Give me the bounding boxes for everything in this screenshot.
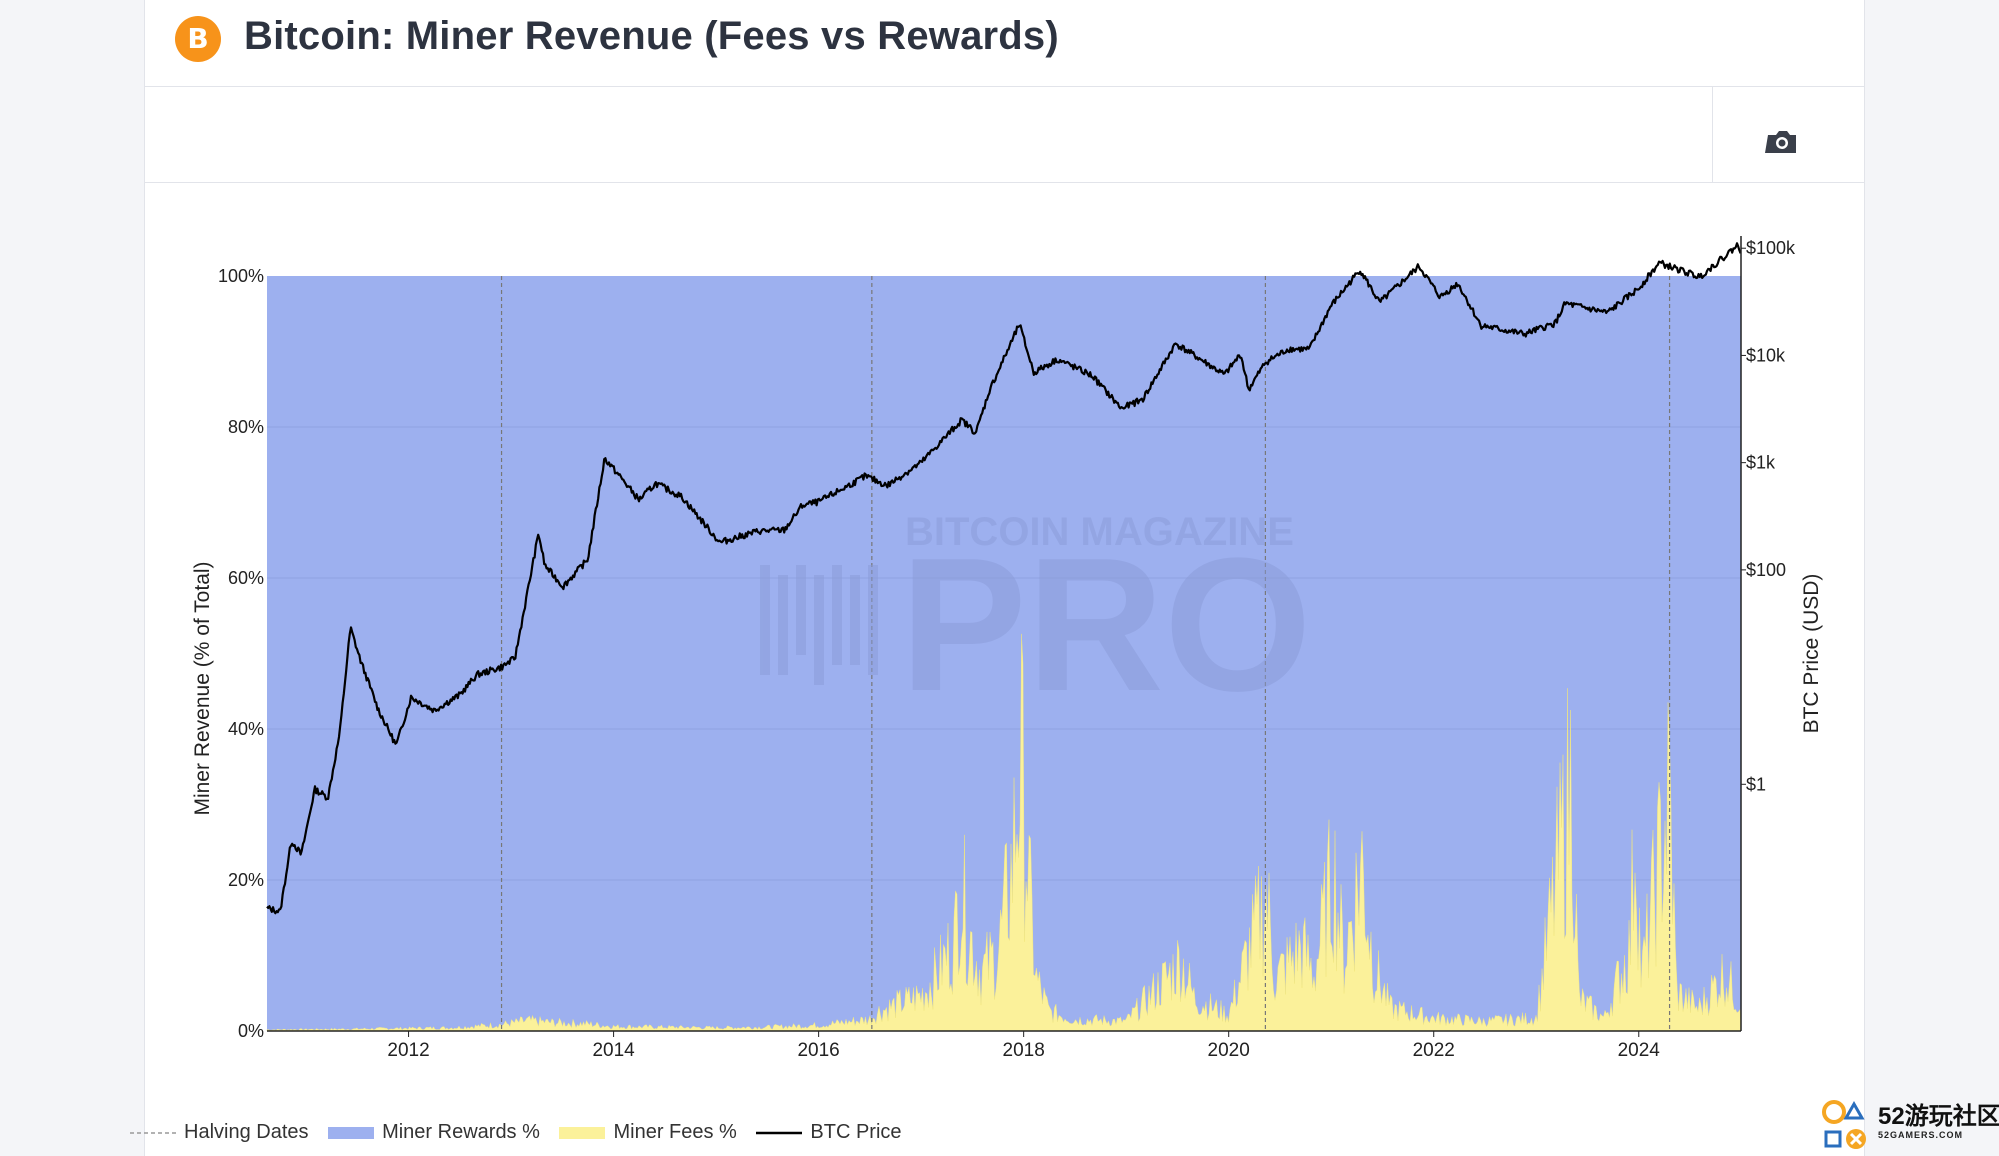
y-right-tick-label: $10k xyxy=(1746,345,1786,365)
legend-item-rewards[interactable]: Miner Rewards % xyxy=(328,1121,540,1144)
x-tick-label: 2012 xyxy=(387,1040,429,1061)
watermark-bar xyxy=(814,575,824,685)
watermark-bar xyxy=(778,575,788,675)
legend-item-fees[interactable]: Miner Fees % xyxy=(559,1121,737,1144)
miner-fees-area xyxy=(266,633,1742,1032)
y-left-tick-label: 20% xyxy=(228,870,264,890)
legend-swatch-fees xyxy=(559,1126,606,1139)
legend-label-price: BTC Price xyxy=(810,1121,902,1144)
axes: 2012 2014 2016 2018 2020 2022 2024 0% 20% 40% 60% 8… xyxy=(191,236,1823,1061)
game-controller-logo-icon xyxy=(1822,1100,1866,1149)
x-tick-label: 2014 xyxy=(592,1040,635,1061)
legend-swatch-price xyxy=(756,1131,803,1135)
bitcoin-logo-icon: B xyxy=(175,16,221,62)
plot-area xyxy=(266,242,1742,1032)
y-left-tick-label: 100% xyxy=(218,266,264,286)
y-right-tick-label: $1 xyxy=(1746,774,1766,794)
watermark-bar xyxy=(796,565,806,655)
toolbar-divider xyxy=(1712,87,1713,182)
x-tick-label: 2020 xyxy=(1208,1040,1250,1061)
y-right-tick-label: $1k xyxy=(1746,453,1776,473)
legend-item-price[interactable]: BTC Price xyxy=(756,1121,902,1144)
camera-button[interactable] xyxy=(1765,127,1799,157)
watermark-bar xyxy=(868,565,878,675)
chart-toolbar xyxy=(145,87,1864,183)
watermark-bar xyxy=(850,575,860,665)
legend-item-halving[interactable]: Halving Dates xyxy=(130,1121,309,1144)
legend-swatch-halving xyxy=(130,1132,176,1134)
legend-label-halving: Halving Dates xyxy=(184,1121,309,1144)
x-tick-label: 2022 xyxy=(1413,1040,1455,1061)
y-left-tick-label: 0% xyxy=(238,1021,264,1041)
camera-icon xyxy=(1765,131,1796,153)
watermark-bar xyxy=(760,565,770,675)
x-tick-label: 2018 xyxy=(1003,1040,1045,1061)
legend: Halving Dates Miner Rewards % Miner Fees… xyxy=(130,1121,916,1151)
legend-label-fees: Miner Fees % xyxy=(613,1121,737,1144)
legend-swatch-rewards xyxy=(328,1126,375,1139)
x-tick-label: 2024 xyxy=(1618,1040,1661,1061)
y-right-tick-label: $100 xyxy=(1746,560,1786,580)
corner-text-main: 52游玩社区 xyxy=(1878,1103,1999,1130)
legend-label-rewards: Miner Rewards % xyxy=(382,1121,540,1144)
y-left-tick-label: 80% xyxy=(228,417,264,437)
watermark-bar xyxy=(832,565,842,665)
chart-header: B Bitcoin: Miner Revenue (Fees vs Reward… xyxy=(145,0,1864,87)
watermark-text-top: BITCOIN MAGAZINE xyxy=(905,510,1294,554)
corner-text-url: 52GAMERS.COM xyxy=(1878,1130,1964,1140)
watermark-bars xyxy=(760,565,878,685)
btc-price-line xyxy=(266,242,1742,915)
x-tick-label: 2016 xyxy=(797,1040,839,1061)
chart-title: Bitcoin: Miner Revenue (Fees vs Rewards) xyxy=(244,14,1059,58)
y-right-axis-title: BTC Price (USD) xyxy=(1800,574,1823,734)
y-left-tick-label: 60% xyxy=(228,568,264,588)
y-left-tick-label: 40% xyxy=(228,719,264,739)
corner-watermark: 52游玩社区 52GAMERS.COM xyxy=(1818,1096,1999,1154)
y-right-tick-label: $100k xyxy=(1746,238,1796,258)
watermark-text-bottom: PRO xyxy=(900,519,1312,731)
y-left-axis-title: Miner Revenue (% of Total) xyxy=(191,561,214,815)
